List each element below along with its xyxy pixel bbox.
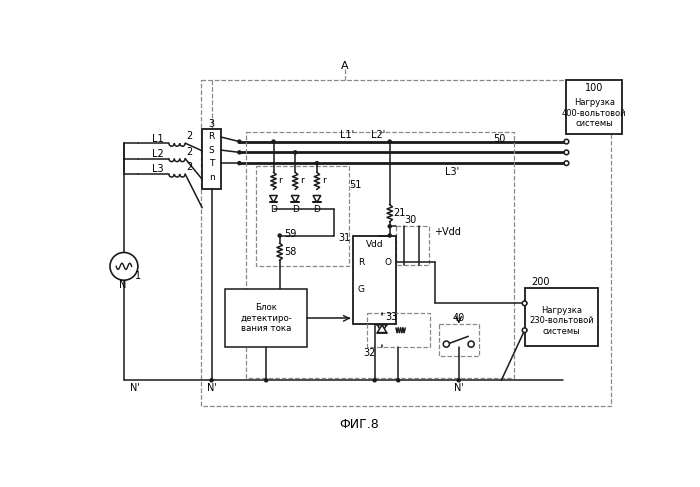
Text: 50: 50 (494, 134, 506, 144)
Circle shape (373, 379, 376, 382)
Text: L2: L2 (152, 149, 163, 159)
Text: 30: 30 (405, 215, 416, 225)
Text: N': N' (454, 383, 463, 393)
Text: N: N (119, 280, 126, 290)
Bar (566, 80, 622, 134)
Bar (524, 288, 598, 346)
Text: R: R (358, 258, 364, 267)
Circle shape (522, 301, 527, 306)
Bar (202, 129, 220, 189)
Text: 40: 40 (453, 313, 465, 323)
Bar (396, 226, 428, 265)
Circle shape (389, 140, 391, 143)
Text: +Vdd: +Vdd (435, 227, 461, 238)
Text: ФИГ.8: ФИГ.8 (339, 418, 379, 431)
Circle shape (457, 379, 461, 382)
Circle shape (443, 341, 449, 347)
Text: L1': L1' (340, 131, 354, 140)
Polygon shape (291, 195, 299, 203)
Text: O: O (385, 258, 392, 267)
Text: 31: 31 (338, 233, 350, 243)
Text: A: A (341, 61, 349, 71)
Text: 21: 21 (393, 208, 406, 218)
Text: G: G (358, 285, 365, 294)
Circle shape (564, 161, 569, 166)
Text: L2': L2' (371, 131, 385, 140)
Text: 58: 58 (284, 247, 297, 257)
Text: D: D (270, 205, 277, 214)
Bar (367, 313, 430, 347)
Circle shape (278, 234, 281, 237)
Text: N': N' (206, 383, 216, 393)
Text: L3: L3 (152, 164, 163, 174)
Text: 59: 59 (284, 229, 297, 239)
Circle shape (468, 341, 474, 347)
Text: r: r (300, 176, 304, 186)
Text: 2: 2 (186, 162, 192, 172)
Text: T: T (209, 159, 214, 168)
Text: D: D (314, 205, 321, 214)
Polygon shape (313, 195, 321, 203)
Text: 100: 100 (585, 83, 603, 93)
Polygon shape (270, 195, 277, 203)
Text: S: S (209, 146, 214, 154)
Circle shape (265, 379, 267, 382)
Text: Нагрузка
230-вольтовой
системы: Нагрузка 230-вольтовой системы (529, 306, 594, 336)
Text: 200: 200 (531, 277, 550, 287)
Polygon shape (377, 325, 386, 333)
Circle shape (238, 140, 241, 143)
Text: R: R (209, 132, 215, 142)
Text: 2: 2 (186, 131, 192, 141)
Text: n: n (209, 173, 214, 182)
Text: Vdd: Vdd (366, 240, 384, 249)
Circle shape (522, 328, 527, 333)
Circle shape (272, 140, 275, 143)
Bar (225, 289, 307, 347)
Circle shape (397, 379, 400, 382)
Polygon shape (377, 325, 386, 333)
Circle shape (564, 150, 569, 155)
Circle shape (294, 151, 297, 154)
Bar (354, 236, 396, 324)
Text: 33: 33 (385, 312, 398, 322)
Text: 51: 51 (349, 181, 362, 190)
Text: N': N' (130, 383, 140, 393)
Circle shape (564, 139, 569, 144)
Text: Нагрузка
400-вольтовой
системы: Нагрузка 400-вольтовой системы (562, 98, 626, 128)
Text: 1: 1 (135, 271, 141, 281)
Bar (439, 324, 479, 356)
Text: 2: 2 (186, 147, 192, 157)
Text: 32: 32 (363, 348, 376, 358)
Text: Блок
детектиро-
вания тока: Блок детектиро- вания тока (240, 303, 292, 333)
Circle shape (238, 162, 241, 165)
Text: 3: 3 (209, 119, 215, 129)
Text: L1: L1 (152, 133, 163, 144)
Bar (256, 166, 349, 266)
Circle shape (389, 225, 391, 228)
Circle shape (110, 252, 138, 280)
Text: r: r (322, 176, 326, 186)
Bar (246, 131, 514, 378)
Bar (202, 80, 610, 406)
Text: D: D (292, 205, 299, 214)
Text: L3': L3' (444, 168, 458, 177)
Circle shape (238, 151, 241, 154)
Text: r: r (279, 176, 282, 186)
Circle shape (315, 162, 318, 165)
Circle shape (389, 234, 391, 237)
Circle shape (210, 379, 213, 382)
